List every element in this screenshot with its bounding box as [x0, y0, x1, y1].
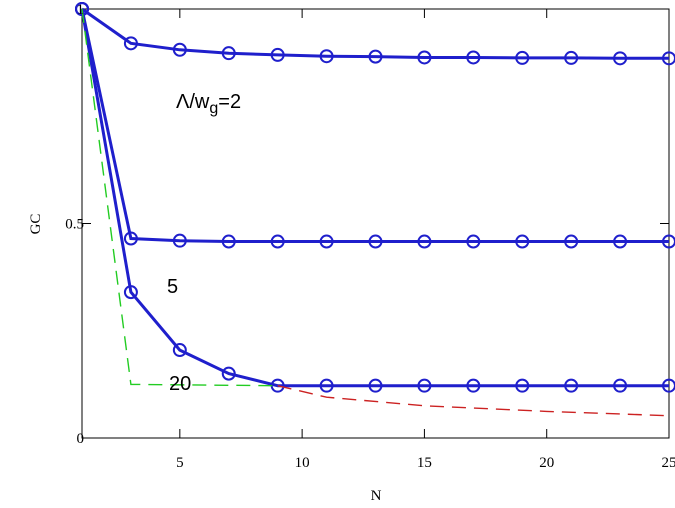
series-1-marker — [613, 51, 628, 66]
annotation-series-3: 20 — [169, 373, 191, 395]
series-1-marker — [515, 50, 530, 65]
x-tick-label: 10 — [295, 455, 310, 471]
series-3-marker — [662, 378, 675, 393]
x-tick-label: 5 — [176, 455, 184, 471]
y-tick-label: 0 — [77, 431, 85, 447]
series-1-marker — [270, 47, 285, 62]
series-1-marker — [466, 50, 481, 65]
series-2-marker — [466, 234, 481, 249]
series-1-marker — [172, 42, 187, 57]
series-3-marker — [515, 378, 530, 393]
series-3-marker — [319, 378, 334, 393]
series-1-marker — [662, 51, 675, 66]
series-2-marker — [270, 234, 285, 249]
series-3-marker — [123, 285, 138, 300]
annotation-series-2: 5 — [167, 276, 178, 298]
series-3-marker — [564, 378, 579, 393]
tick-labels: 5 10 15 20 25 0 0.5 1 — [65, 2, 675, 471]
series-line-1 — [81, 7, 669, 60]
series-3-marker — [417, 378, 432, 393]
series-3-marker — [368, 378, 383, 393]
series-3-marker — [75, 2, 89, 16]
series-3-marker — [613, 378, 628, 393]
y-axis-title: GC — [28, 214, 44, 235]
series-3-marker — [172, 343, 187, 358]
series-line-3 — [80, 8, 669, 388]
x-axis-title: N — [371, 488, 382, 504]
series-line-4 — [81, 8, 278, 387]
series-line-2 — [80, 8, 669, 243]
series-2-marker — [613, 234, 628, 249]
series-2-marker — [221, 234, 236, 249]
series-2-marker — [662, 234, 675, 249]
series-2-marker — [368, 234, 383, 249]
series-3-marker — [221, 366, 236, 381]
series-2-marker — [515, 234, 530, 249]
series-1-marker — [319, 49, 334, 64]
series-1-marker — [221, 46, 236, 61]
series-2-marker — [319, 234, 334, 249]
annotation-series-1: Λ/wg=2 — [176, 91, 241, 117]
annotation-eq-2: =2 — [218, 91, 241, 113]
series-2-marker — [123, 231, 138, 246]
x-tick-label: 15 — [417, 455, 432, 471]
series-line-5 — [277, 385, 670, 417]
series-2-marker — [564, 234, 579, 249]
y-tick-label: 1 — [77, 2, 85, 18]
series-group — [75, 2, 675, 417]
series-1-marker — [123, 36, 138, 51]
series-1-marker — [564, 50, 579, 65]
axis-ticks — [82, 8, 670, 439]
annotation-lambda-w: Λ/w — [176, 91, 210, 113]
x-tick-label: 20 — [539, 455, 554, 471]
x-tick-label: 25 — [662, 455, 675, 471]
series-1-marker — [417, 50, 432, 65]
svg-text:Λ/wg=2: Λ/wg=2 — [176, 91, 241, 117]
series-1-marker — [368, 49, 383, 64]
annotation-subscript-g: g — [209, 100, 218, 117]
series-2-marker — [417, 234, 432, 249]
series-2-marker — [172, 233, 187, 248]
y-tick-label: 0.5 — [65, 217, 84, 233]
series-3-marker — [466, 378, 481, 393]
